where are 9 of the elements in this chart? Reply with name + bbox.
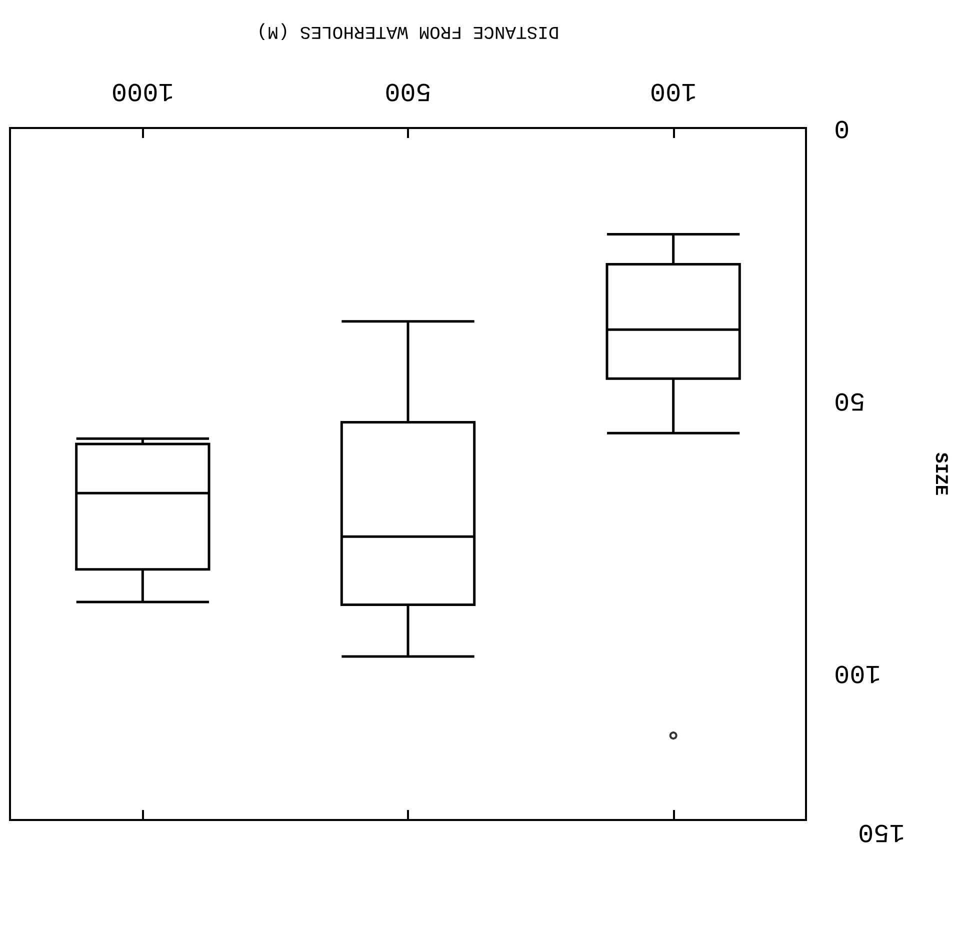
x-tick-label: 100	[650, 76, 697, 106]
x-axis-title: DISTANCE FROM WATERHOLES (M)	[256, 21, 560, 41]
y-axis-title: SIZE	[930, 452, 950, 496]
text: 150	[858, 817, 905, 847]
x-tick-label: 1000	[111, 76, 174, 106]
y-tick-label: 0	[834, 113, 850, 143]
x-tick-label: 500	[384, 76, 432, 106]
y-tick-label: 100	[834, 658, 881, 688]
y-tick-label: 50	[834, 385, 866, 416]
